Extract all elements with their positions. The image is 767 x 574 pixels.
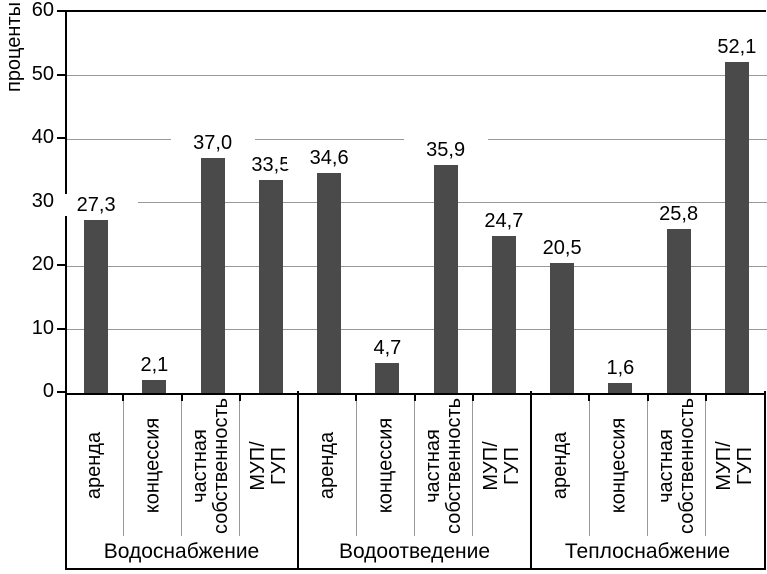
x-category-cell: МУП/ГУП [473, 395, 531, 536]
x-category-label: МУП/ГУП [246, 440, 290, 491]
bar-value-label: 4,7 [345, 337, 430, 360]
y-axis-tick [57, 327, 65, 330]
y-tick-label: 50 [31, 62, 54, 85]
x-category-cell: аренда [531, 395, 589, 536]
bar [142, 379, 167, 393]
bar-value-label: 1,6 [578, 356, 663, 379]
left-border [65, 391, 67, 570]
column-separator [647, 395, 648, 536]
gridline [67, 75, 767, 76]
y-axis-tick [57, 391, 65, 393]
group-divider [297, 391, 299, 570]
group-label-cell: Теплоснабжение [531, 536, 764, 568]
bar-value-label: 20,5 [520, 236, 605, 259]
group-label-cell: Водоотведение [298, 536, 531, 568]
gridline [67, 202, 767, 203]
y-tick-label: 0 [42, 380, 54, 402]
x-axis-tick [122, 395, 125, 401]
column-separator [588, 395, 590, 536]
y-axis-tick [57, 137, 65, 139]
bar [666, 229, 691, 393]
x-category-cell: МУП/ГУП [706, 395, 764, 536]
bar-value-label: 37,0 [170, 132, 255, 155]
bar-value-label: 25,8 [636, 203, 721, 226]
bar-value-label: 2,1 [112, 353, 197, 376]
gridline [67, 265, 767, 267]
column-separator [705, 395, 707, 536]
plot-area: 27,3 2,1 37,0 33,5 34,6 4,7 35,9 24,7 20,5 1,6 25,… [54, 10, 767, 395]
x-category-label: концессия [373, 417, 396, 514]
y-tick-label: 10 [31, 316, 54, 339]
x-category-cell: частная собственность [648, 395, 706, 536]
x-category-label: аренда [548, 431, 571, 500]
x-category-cell: концессия [123, 395, 181, 536]
bar [724, 62, 749, 393]
x-category-label: концессия [140, 417, 163, 514]
y-axis-tick [57, 264, 65, 266]
x-axis-tick [355, 395, 358, 401]
x-category-cell: аренда [298, 395, 356, 536]
group-label: Водоотведение [338, 540, 491, 563]
bar-value-label: 35,9 [403, 139, 488, 162]
y-axis-tick [57, 73, 65, 76]
x-category-label: частная собственность [421, 397, 465, 534]
bar [608, 382, 633, 393]
bottom-border [65, 568, 766, 570]
y-tick-label: 20 [31, 253, 54, 275]
x-category-label: частная собственность [654, 397, 698, 534]
x-axis-tick [180, 395, 183, 401]
bar-value-label: 52,1 [694, 36, 767, 59]
x-axis-tick [704, 395, 707, 401]
group-label: Водоснабжение [103, 540, 260, 563]
x-category-label: аренда [315, 431, 338, 500]
x-category-label: частная собственность [188, 397, 232, 534]
x-category-label: аренда [82, 431, 105, 500]
bar [550, 262, 575, 393]
x-category-cell: частная собственность [182, 395, 240, 536]
bar-value-label: 34,6 [287, 147, 372, 170]
bar [84, 219, 109, 393]
bar [317, 173, 342, 393]
x-category-cell: концессия [589, 395, 647, 536]
x-category-label: МУП/ГУП [712, 440, 756, 491]
gridline [67, 329, 767, 330]
x-axis-tick [238, 395, 241, 401]
column-separator [239, 395, 241, 536]
x-category-label: концессия [606, 417, 629, 514]
x-category-cell: концессия [356, 395, 414, 536]
right-border [764, 391, 766, 570]
group-label: Теплоснабжение [564, 540, 731, 563]
bar-value-label: 24,7 [461, 210, 546, 233]
bar [433, 165, 458, 393]
column-separator [181, 395, 182, 536]
y-tick-label: 60 [31, 0, 54, 21]
x-category-label: МУП/ГУП [479, 440, 523, 491]
group-divider [530, 391, 532, 570]
x-category-cell: МУП/ГУП [240, 395, 298, 536]
y-tick-label: 30 [31, 189, 54, 212]
bar-value-label: 33,5 [228, 154, 313, 177]
y-tick-label: 40 [31, 126, 54, 148]
column-separator [414, 395, 415, 536]
group-label-cell: Водоснабжение [65, 536, 298, 568]
bar-value-label: 27,3 [54, 193, 139, 216]
x-axis-tick [646, 395, 649, 401]
x-axis-tick [588, 395, 591, 401]
bar [200, 158, 225, 393]
x-category-cell: частная собственность [415, 395, 473, 536]
x-axis-tick [471, 395, 474, 401]
x-category-cell: аренда [65, 395, 123, 536]
column-separator [355, 395, 357, 536]
x-axis-tick [413, 395, 416, 401]
bar [258, 180, 283, 393]
bar [375, 363, 400, 393]
column-separator [122, 395, 124, 536]
y-axis-tick [57, 200, 65, 203]
gridline [67, 138, 767, 140]
y-axis-tick [57, 10, 65, 12]
column-separator [472, 395, 474, 536]
bar [491, 236, 516, 393]
